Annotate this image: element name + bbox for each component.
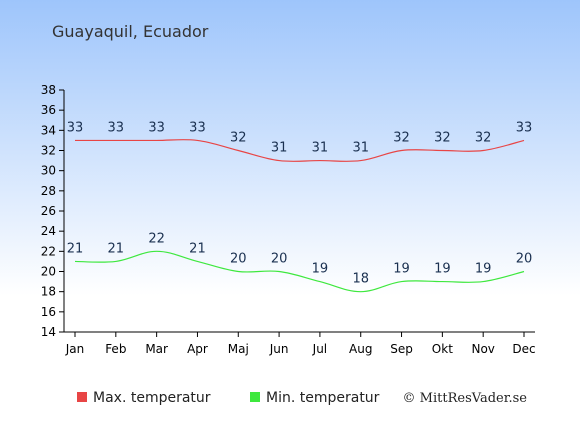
y-tick-label: 16 xyxy=(41,305,56,319)
legend: Max. temperatur Min. temperatur xyxy=(77,390,380,406)
series-line-max xyxy=(74,139,525,162)
legend-swatch-max xyxy=(77,392,87,402)
y-tick-label: 14 xyxy=(41,325,56,339)
series-layer xyxy=(74,139,525,293)
data-labels: 33 33 33 33 32 31 31 31 32 32 32 33 21 21 22 21 20 20 19 18… xyxy=(67,120,533,286)
data-label-min: 19 xyxy=(434,262,451,277)
y-tick-label: 32 xyxy=(41,144,56,158)
x-tick-label: Jun xyxy=(269,342,289,356)
x-tick-label: Nov xyxy=(471,342,494,356)
data-label-min: 20 xyxy=(230,252,247,267)
x-tick-label: Feb xyxy=(105,342,126,356)
data-label-max: 33 xyxy=(67,120,84,135)
y-tick-label: 22 xyxy=(41,244,56,258)
data-label-max: 32 xyxy=(434,131,451,146)
data-label-min: 20 xyxy=(271,252,288,267)
axes: 14 16 18 20 22 24 26 28 30 32 34 36 38 Jan Feb Mar Apr Ma… xyxy=(41,83,536,356)
x-tick-label: Aug xyxy=(349,342,372,356)
data-label-max: 32 xyxy=(475,131,492,146)
y-tick-label: 18 xyxy=(41,285,56,299)
x-tick-label: Mar xyxy=(145,342,168,356)
data-label-min: 21 xyxy=(108,241,125,256)
data-label-min: 19 xyxy=(312,262,329,277)
series-line-min xyxy=(74,250,525,293)
data-label-max: 31 xyxy=(312,141,329,156)
data-label-max: 31 xyxy=(352,141,369,156)
data-label-max: 33 xyxy=(516,120,533,135)
data-label-min: 18 xyxy=(352,272,369,287)
data-label-min: 20 xyxy=(516,252,533,267)
y-tick-label: 20 xyxy=(41,265,56,279)
data-label-min: 19 xyxy=(393,262,410,277)
data-label-max: 31 xyxy=(271,141,288,156)
x-tick-label: Sep xyxy=(390,342,413,356)
x-tick-label: Apr xyxy=(187,342,208,356)
chart-title: Guayaquil, Ecuador xyxy=(52,22,209,41)
y-tick-label: 34 xyxy=(41,123,56,137)
data-label-max: 32 xyxy=(393,131,410,146)
x-tick-label: Dec xyxy=(512,342,535,356)
data-label-min: 21 xyxy=(189,241,206,256)
x-tick-label: Maj xyxy=(228,342,249,356)
credit-text: © MittResVader.se xyxy=(403,391,528,406)
legend-label-min: Min. temperatur xyxy=(266,390,380,406)
x-tick-label: Jul xyxy=(312,342,327,356)
y-tick-label: 26 xyxy=(41,204,56,218)
y-tick-label: 24 xyxy=(41,224,56,238)
data-label-max: 33 xyxy=(108,120,125,135)
y-tick-label: 30 xyxy=(41,164,56,178)
y-tick-label: 36 xyxy=(41,103,56,117)
data-label-min: 22 xyxy=(148,231,165,246)
legend-swatch-min xyxy=(250,392,260,402)
data-label-min: 21 xyxy=(67,241,84,256)
y-tick-label: 28 xyxy=(41,184,56,198)
x-tick-label: Okt xyxy=(432,342,453,356)
data-label-max: 33 xyxy=(148,120,165,135)
data-label-max: 33 xyxy=(189,120,206,135)
data-label-max: 32 xyxy=(230,131,247,146)
x-tick-label: Jan xyxy=(65,342,85,356)
legend-label-max: Max. temperatur xyxy=(93,390,211,406)
y-tick-label: 38 xyxy=(41,83,56,97)
data-label-min: 19 xyxy=(475,262,492,277)
